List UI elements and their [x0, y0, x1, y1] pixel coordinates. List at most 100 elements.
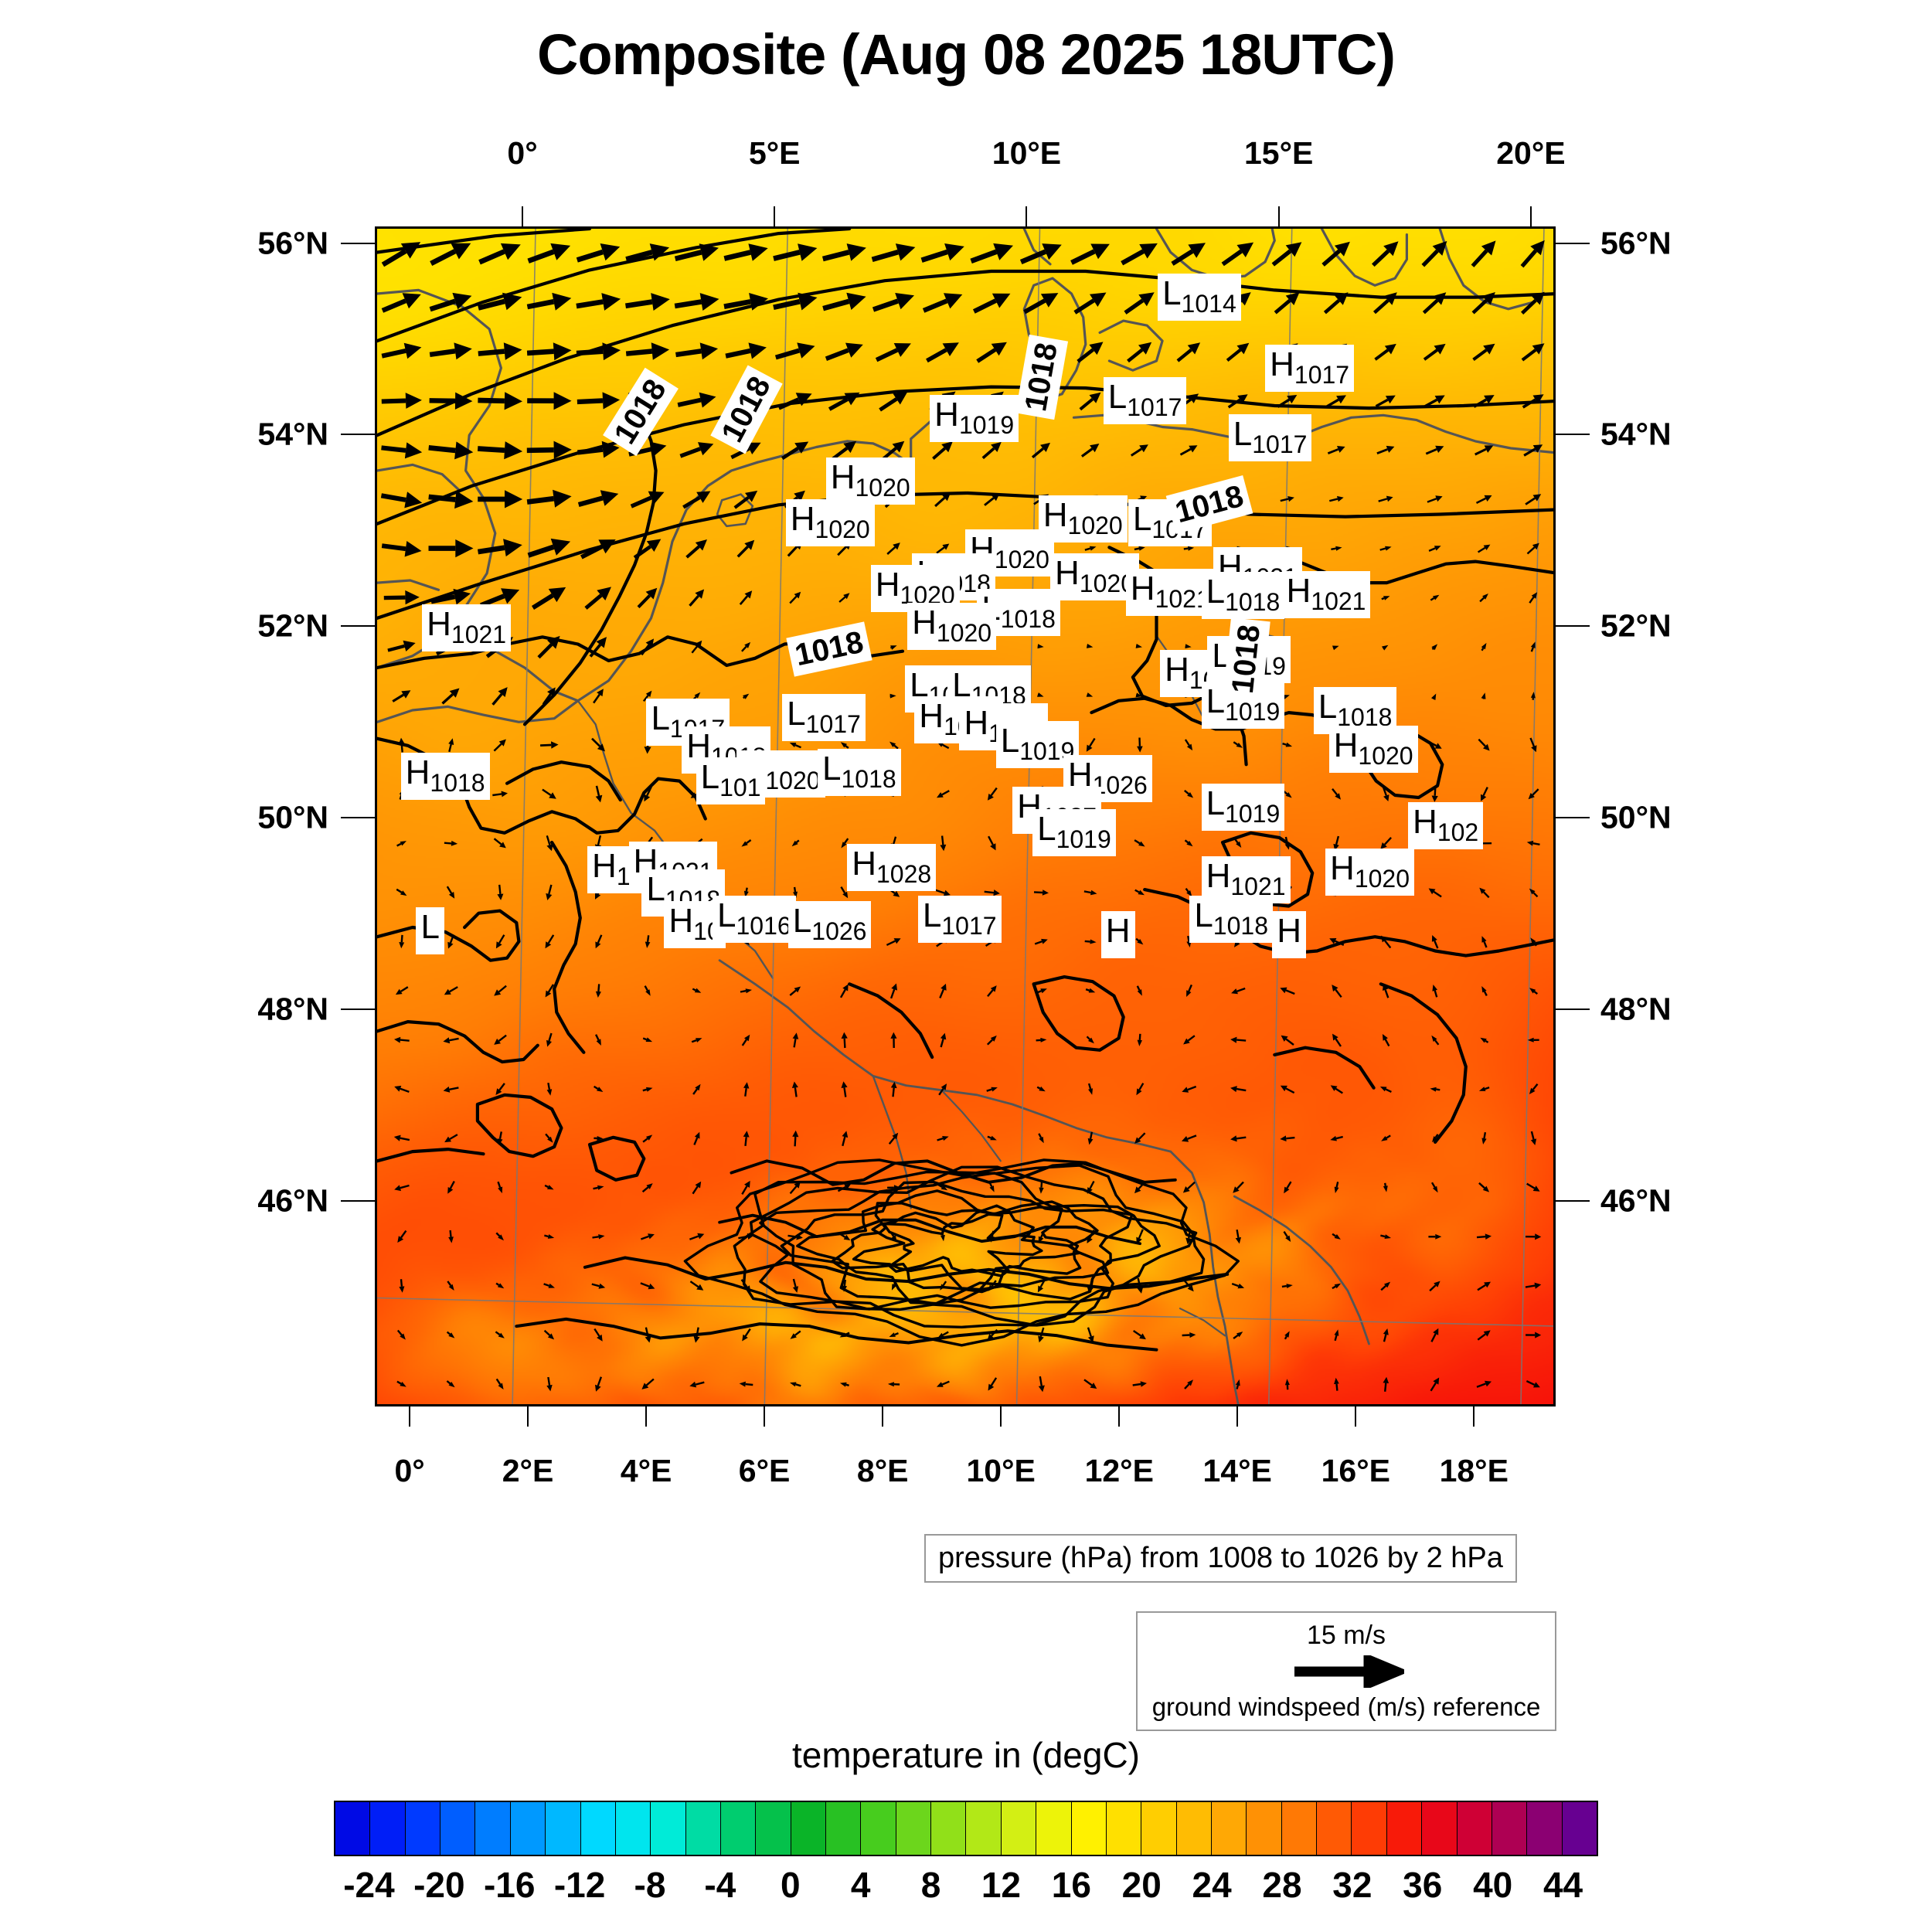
wind-vector	[381, 293, 421, 313]
pressure-marker-value: 1020	[936, 619, 992, 648]
wind-vector	[1231, 1282, 1245, 1289]
wind-vector	[742, 693, 750, 699]
pressure-marker-low: L1019	[1032, 809, 1116, 857]
wind-vector	[840, 1382, 849, 1387]
wind-vector	[740, 1279, 751, 1293]
lon-label-bottom: 0°	[394, 1453, 425, 1488]
wind-vector	[1233, 741, 1243, 748]
wind-vector	[1280, 1085, 1295, 1094]
pressure-marker-high: H1019	[930, 395, 1019, 443]
pressure-marker-type: H	[934, 396, 959, 434]
wind-vector	[723, 243, 768, 261]
wind-vector	[526, 292, 572, 311]
wind-vector	[1381, 1134, 1391, 1141]
lat-label-right: 46°N	[1600, 1182, 1672, 1219]
wind-vector	[1132, 1381, 1147, 1387]
wind-vector	[1039, 1181, 1044, 1194]
lat-label-left: 50°N	[257, 799, 328, 835]
wind-vector	[1083, 1379, 1097, 1389]
wind-vector	[429, 292, 472, 312]
colorbar-tick-labels: -24 -20 -16 -12 -8 -4 0 4 8 12 16 20 24 28 32 36 40 44	[334, 1864, 1598, 1918]
wind-vector	[887, 1382, 900, 1387]
wind-vector	[1431, 644, 1438, 651]
wind-vector	[1330, 1135, 1343, 1141]
colorbar-cell	[720, 1802, 757, 1855]
wind-vector	[593, 1085, 604, 1092]
wind-vector	[1133, 1330, 1146, 1340]
pressure-marker-low: L101	[696, 757, 766, 805]
pressure-legend-text: pressure (hPa) from 1008 to 1026 by 2 hP…	[938, 1542, 1503, 1574]
wind-vector	[430, 243, 471, 266]
wind-vector	[674, 243, 719, 262]
colorbar-tick: 12	[981, 1865, 1022, 1905]
wind-vector	[1332, 645, 1339, 651]
wind-vector	[546, 1376, 553, 1392]
pressure-marker-value: 1017	[805, 709, 861, 738]
colorbar-cell	[1457, 1802, 1492, 1855]
wind-vector	[493, 739, 506, 752]
pressure-marker-low: L1017	[1228, 413, 1312, 461]
wind-vector	[495, 1282, 505, 1289]
wind-vector	[1038, 1230, 1046, 1243]
wind-vector	[1424, 395, 1445, 408]
pressure-marker-type: H	[668, 902, 694, 940]
wind-vector	[1037, 692, 1044, 697]
colorbar-tick: 28	[1262, 1865, 1302, 1905]
colorbar-tick: -20	[413, 1865, 465, 1905]
pressure-marker-type: H	[1067, 756, 1093, 794]
page-title: Composite (Aug 08 2025 18UTC)	[536, 22, 1396, 87]
wind-vector	[988, 1377, 998, 1391]
wind-vector	[580, 539, 616, 560]
colorbar-tick: 0	[780, 1865, 801, 1905]
pressure-marker-type: H	[912, 604, 937, 642]
contour-label: 1018	[1222, 617, 1270, 702]
pressure-marker-type: L	[1107, 378, 1128, 417]
wind-vector	[987, 1328, 998, 1341]
wind-vector	[1134, 839, 1145, 847]
wind-vector	[589, 637, 607, 658]
colorbar-cell	[966, 1802, 1002, 1855]
pressure-marker-type: H	[1043, 496, 1068, 535]
wind-vector	[633, 539, 662, 560]
wind-vector	[871, 243, 916, 263]
wind-vector	[976, 342, 1007, 363]
lat-label-right: 56°N	[1600, 225, 1672, 261]
axis-tick	[1556, 817, 1590, 819]
colorbar[interactable]	[334, 1801, 1598, 1856]
wind-vector	[1184, 839, 1193, 847]
wind-vector	[1526, 1182, 1540, 1192]
colorbar-cell	[580, 1802, 616, 1855]
wind-vector	[1521, 291, 1545, 315]
wind-vector	[1432, 1134, 1439, 1143]
pressure-marker-type: H	[919, 696, 944, 735]
wind-vector	[1087, 1083, 1093, 1095]
axis-tick	[1026, 206, 1028, 226]
wind-vector	[840, 886, 849, 899]
wind-vector	[743, 1082, 750, 1097]
axis-tick	[882, 1406, 884, 1427]
wind-vector	[1378, 495, 1393, 502]
wind-vector	[692, 1181, 702, 1195]
wind-vector	[679, 442, 714, 458]
colorbar-cell	[615, 1802, 651, 1855]
wind-vector	[380, 492, 423, 509]
wind-vector	[441, 688, 460, 705]
wind-vector	[595, 984, 601, 998]
wind-vector	[1023, 293, 1059, 315]
wind-vector	[537, 635, 560, 659]
wind-vector	[478, 243, 521, 265]
wind-vector	[1183, 546, 1195, 551]
wind-vector	[723, 293, 768, 311]
pressure-marker-type: H	[405, 753, 430, 792]
wind-vector	[1185, 644, 1192, 649]
wind-vector	[397, 1230, 407, 1243]
wind-vector	[1522, 394, 1544, 409]
colorbar-cell	[440, 1802, 476, 1855]
wind-vector	[987, 1135, 997, 1141]
map-container[interactable]: L1014 H1017 L1017 L1017 H1019 H1020 H1020 H1020…	[375, 226, 1556, 1406]
wind-vector	[625, 293, 670, 311]
pressure-marker-high: H1020	[1325, 848, 1414, 896]
pressure-marker-value: 101	[719, 774, 761, 802]
pressure-marker-type: L	[646, 870, 665, 909]
pressure-marker-low: L1017	[1103, 377, 1187, 425]
